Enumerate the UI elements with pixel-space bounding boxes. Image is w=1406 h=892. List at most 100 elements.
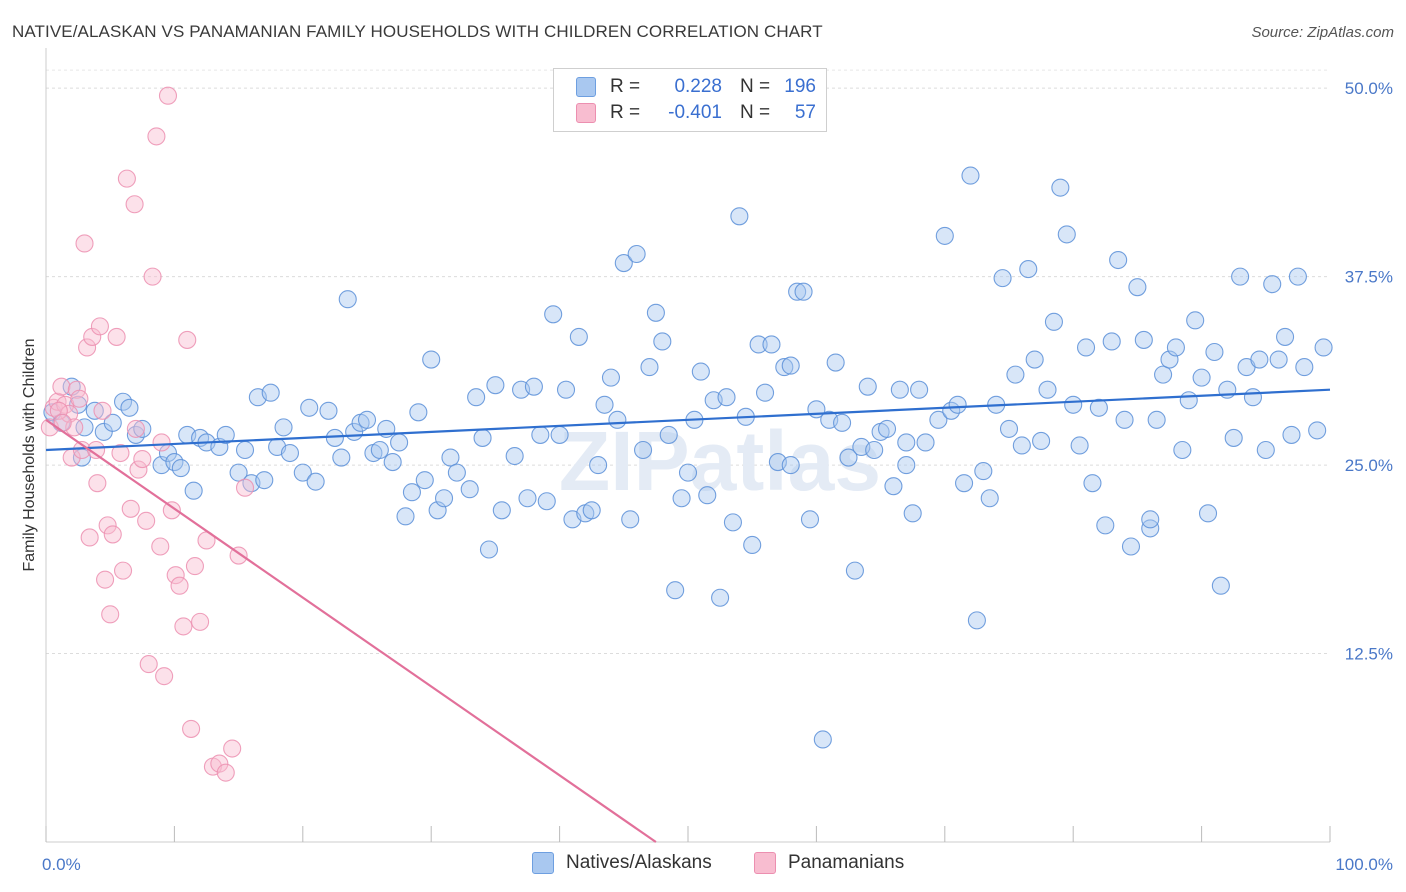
point-panamanian [126, 419, 145, 438]
point-native [103, 413, 122, 432]
point-panamanian [216, 763, 235, 782]
point-native [531, 425, 550, 444]
point-native [967, 611, 986, 630]
point-native [390, 433, 409, 452]
point-native [306, 472, 325, 491]
point-panamanian [88, 474, 107, 493]
point-panamanian [174, 617, 193, 636]
point-panamanian [60, 404, 79, 423]
point-panamanian [133, 449, 152, 469]
point-native [544, 305, 563, 324]
point-native [601, 368, 621, 387]
point-native [955, 474, 974, 493]
point-native [473, 428, 492, 447]
point-native [865, 440, 884, 460]
point-native [743, 535, 762, 555]
trend-lines [45, 388, 1331, 843]
point-native [216, 425, 235, 444]
point-native [518, 489, 537, 508]
legend-item-panamanians: Panamanians [754, 852, 904, 874]
point-native [1173, 440, 1192, 460]
point-panamanian [70, 389, 89, 408]
point-native [980, 489, 999, 508]
point-panamanian [113, 561, 133, 580]
legend-n-label: N = [740, 102, 771, 123]
point-native [1256, 440, 1275, 460]
point-native [441, 448, 460, 467]
point-native [1064, 395, 1083, 414]
source-credit: Source: ZipAtlas.com [1251, 24, 1394, 41]
point-panamanian [162, 501, 181, 520]
chart-title: NATIVE/ALASKAN VS PANAMANIAN FAMILY HOUS… [12, 22, 823, 41]
point-panamanian [96, 570, 115, 589]
point-native [781, 356, 800, 375]
point-native [749, 335, 768, 354]
point-native [460, 480, 479, 499]
point-native [929, 410, 948, 429]
point-native [634, 440, 653, 460]
point-panamanian [121, 499, 140, 518]
point-native [1166, 338, 1185, 357]
point-native [833, 413, 852, 432]
point-native [1231, 267, 1250, 286]
point-panamanian [147, 127, 166, 146]
point-native [120, 398, 139, 417]
point-panamanian [107, 327, 126, 346]
point-panamanian [182, 719, 201, 738]
point-native [627, 244, 646, 264]
point-native [255, 471, 274, 490]
point-panamanian [111, 443, 130, 463]
point-native [1128, 278, 1147, 297]
point-native [614, 253, 633, 273]
point-native [916, 433, 935, 452]
point-native [1044, 312, 1063, 331]
point-native [903, 504, 922, 523]
point-native [1314, 338, 1333, 357]
point-native [415, 471, 434, 490]
point-native [235, 440, 255, 460]
point-native [556, 380, 576, 399]
point-native [1250, 350, 1269, 369]
point-native [1288, 267, 1307, 286]
point-panamanian [93, 401, 112, 420]
y-tick-label: 12.5% [1345, 645, 1393, 664]
point-native [537, 492, 556, 511]
point-native [839, 448, 858, 467]
point-native [1102, 332, 1121, 351]
tick-labels: 12.5% 25.0% 37.5% 50.0% 0.0% 100.0% [42, 79, 1393, 874]
point-native [486, 376, 505, 395]
legend-label-panamanians: Panamanians [788, 852, 905, 873]
point-panamanian [125, 195, 144, 214]
point-native [582, 501, 601, 520]
point-native [974, 462, 993, 481]
point-native [1096, 516, 1115, 535]
point-panamanian [139, 655, 158, 674]
point-native [402, 483, 421, 502]
y-tick-label: 50.0% [1345, 79, 1393, 98]
point-native [1186, 311, 1205, 330]
point-native [640, 358, 659, 377]
point-panamanian [129, 460, 148, 479]
point-panamanian [155, 667, 174, 686]
point-native [409, 403, 428, 422]
y-tick-label: 37.5% [1345, 268, 1393, 287]
point-native [910, 380, 929, 399]
series-panamanians [40, 86, 255, 782]
point-panamanian [75, 234, 94, 253]
point-native [1198, 504, 1218, 523]
point-native [755, 383, 775, 402]
point-native [1192, 368, 1211, 387]
point-native [845, 561, 864, 580]
point-panamanian [80, 528, 99, 547]
legend-row-natives: R = 0.228 N = 196 [576, 74, 816, 100]
legend-n-label: N = [740, 76, 771, 97]
point-native [1051, 178, 1070, 197]
legend-n-value: 196 [784, 76, 816, 97]
point-panamanian [223, 739, 242, 758]
point-panamanian [151, 537, 170, 556]
legend-r-value: 0.228 [674, 76, 722, 97]
point-native [1147, 410, 1166, 429]
point-native [1141, 510, 1160, 529]
point-native [171, 459, 190, 478]
point-native [678, 463, 698, 482]
